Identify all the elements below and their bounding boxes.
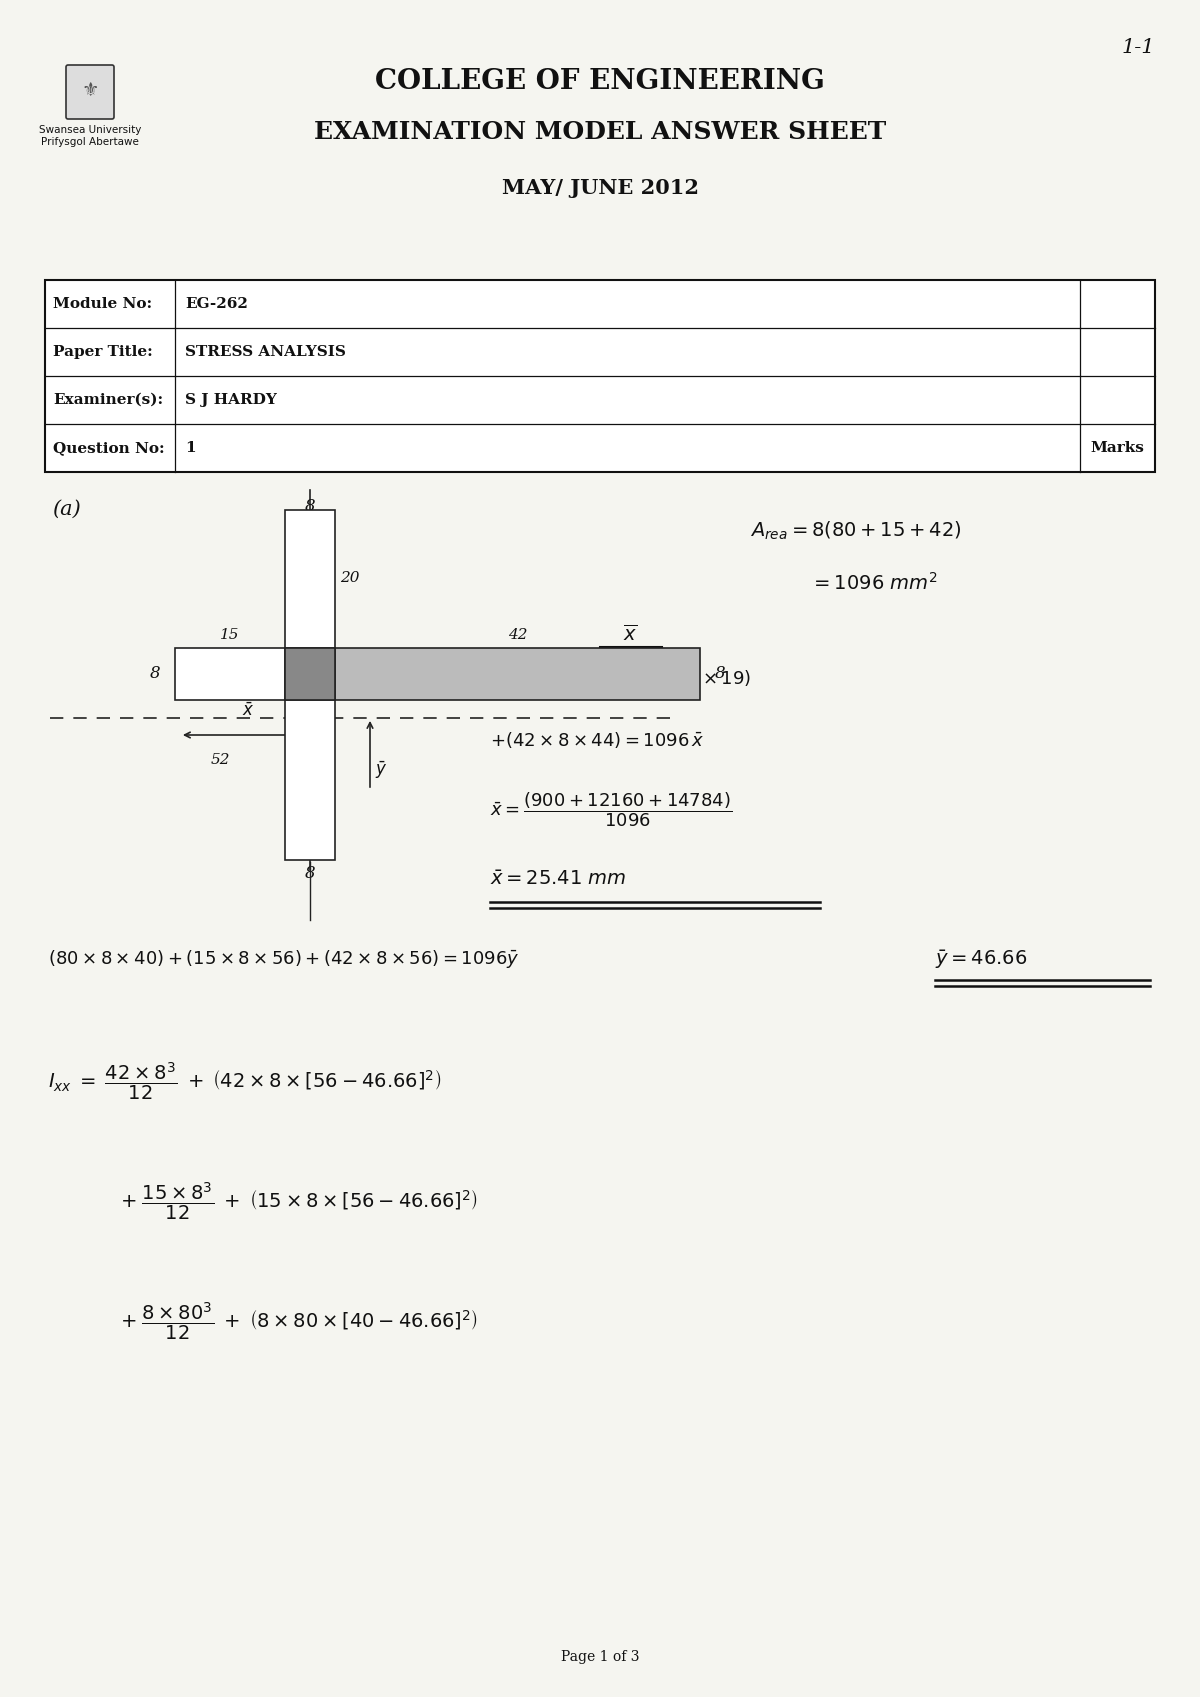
Text: $A_{rea} = 8(80 + 15 + 42)$: $A_{rea} = 8(80 + 15 + 42)$ — [750, 519, 961, 543]
Text: $\bar{x} = 25.41 \; mm$: $\bar{x} = 25.41 \; mm$ — [490, 871, 625, 889]
Text: $+\; \dfrac{15 \times 8^3}{12} \;+\; \left(15 \times 8 \times [56-46.66]^2\right: $+\; \dfrac{15 \times 8^3}{12} \;+\; \le… — [120, 1179, 478, 1222]
Text: $(80 \times 8 \times 40) + (15 \times 8 \times 56) + (42 \times 8 \times 56) = 1: $(80 \times 8 \times 40) + (15 \times 8 … — [48, 949, 520, 971]
Text: Marks: Marks — [1091, 441, 1145, 455]
Bar — [46, 280, 1154, 472]
Text: Paper Title:: Paper Title: — [53, 344, 152, 360]
Bar — [286, 648, 335, 699]
Text: 8: 8 — [305, 497, 316, 514]
Bar — [175, 648, 286, 699]
Text: COLLEGE OF ENGINEERING: COLLEGE OF ENGINEERING — [376, 68, 824, 95]
Bar — [286, 511, 335, 648]
Text: ⚜: ⚜ — [82, 80, 98, 100]
Text: Swansea University
Prifysgol Abertawe: Swansea University Prifysgol Abertawe — [38, 126, 142, 146]
Text: 20: 20 — [340, 570, 360, 585]
Text: Question No:: Question No: — [53, 441, 164, 455]
Text: Module No:: Module No: — [53, 297, 152, 311]
Text: 42: 42 — [508, 628, 527, 641]
Text: $= 1096 \ mm^2$: $= 1096 \ mm^2$ — [810, 572, 938, 594]
Text: Examiner(s):: Examiner(s): — [53, 394, 163, 407]
Text: MAY/ JUNE 2012: MAY/ JUNE 2012 — [502, 178, 698, 199]
Text: $\bar{y}$: $\bar{y}$ — [374, 759, 388, 781]
Text: Page 1 of 3: Page 1 of 3 — [560, 1649, 640, 1665]
Text: $\left(15 \times 8 \times \dfrac{15}{2}\right) + (80 \times 8 \times 19)$: $\left(15 \times 8 \times \dfrac{15}{2}\… — [490, 662, 751, 697]
Text: EXAMINATION MODEL ANSWER SHEET: EXAMINATION MODEL ANSWER SHEET — [314, 120, 886, 144]
Text: 8: 8 — [305, 865, 316, 882]
Text: EG-262: EG-262 — [185, 297, 248, 311]
Text: $+(42 \times 8 \times 44) = 1096\,\bar{x}$: $+(42 \times 8 \times 44) = 1096\,\bar{x… — [490, 730, 704, 750]
Text: $+\; \dfrac{8 \times 80^3}{12} \;+\; \left(8 \times 80 \times [40-46.66]^2\right: $+\; \dfrac{8 \times 80^3}{12} \;+\; \le… — [120, 1300, 478, 1342]
Bar — [335, 648, 700, 699]
Text: 15: 15 — [221, 628, 240, 641]
Bar — [286, 699, 335, 860]
Text: $\bar{x}$: $\bar{x}$ — [241, 703, 254, 720]
Text: 1: 1 — [185, 441, 196, 455]
Text: 1-1: 1-1 — [1122, 37, 1154, 58]
Text: 8: 8 — [715, 665, 726, 682]
Text: 52: 52 — [210, 753, 229, 767]
Text: STRESS ANALYSIS: STRESS ANALYSIS — [185, 344, 346, 360]
Text: $\bar{y} = 46.66$: $\bar{y} = 46.66$ — [935, 949, 1027, 971]
Text: (a): (a) — [52, 501, 80, 519]
Text: $\bar{x} = \dfrac{(900 + 12160 + 14784)}{1096}$: $\bar{x} = \dfrac{(900 + 12160 + 14784)}… — [490, 791, 732, 828]
FancyBboxPatch shape — [66, 64, 114, 119]
Text: $\overline{x}$: $\overline{x}$ — [623, 624, 637, 645]
Text: 8: 8 — [149, 665, 160, 682]
Text: $I_{xx} \;=\; \dfrac{42 \times 8^3}{12} \;+\; \left(42 \times 8 \times [56-46.66: $I_{xx} \;=\; \dfrac{42 \times 8^3}{12} … — [48, 1061, 442, 1101]
Text: S J HARDY: S J HARDY — [185, 394, 277, 407]
